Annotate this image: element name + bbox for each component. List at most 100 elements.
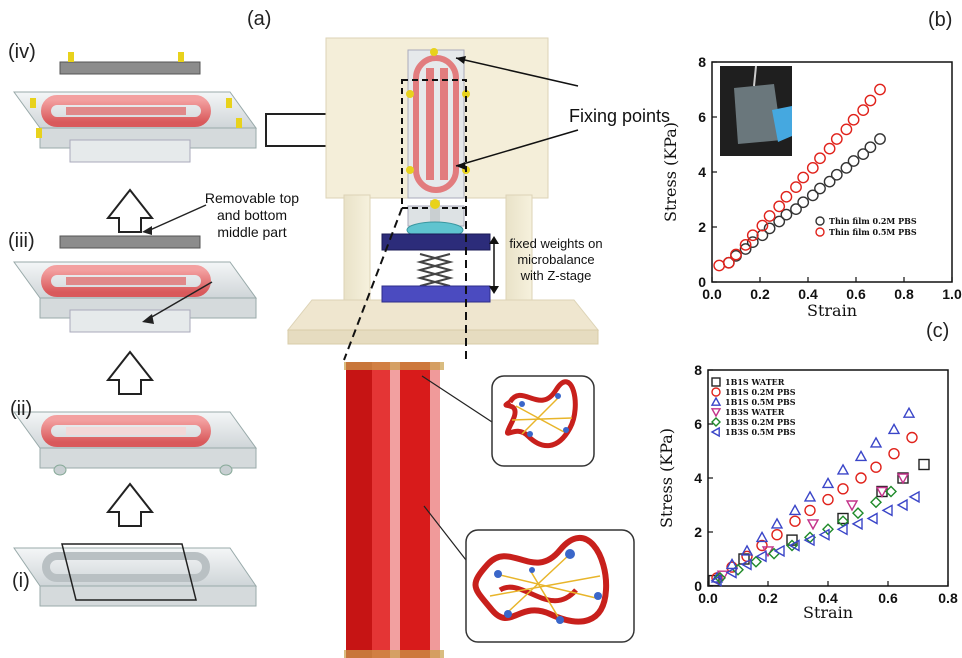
data-point [866, 512, 878, 525]
data-point [790, 181, 802, 194]
data-point [773, 215, 786, 228]
data-point [803, 533, 815, 547]
data-point [854, 449, 868, 462]
step-iv-label: (iv) [8, 41, 36, 63]
data-point [722, 256, 735, 269]
panel-b-label: (b) [928, 9, 953, 31]
y-tick-label: 0 [698, 274, 706, 290]
data-point [840, 161, 853, 174]
test-setup-illustration [265, 37, 635, 658]
up-arrow-icon [105, 482, 155, 527]
data-point [771, 528, 783, 541]
data-point [851, 517, 863, 531]
data-point [797, 196, 810, 209]
data-point [896, 473, 910, 485]
step-i-label: (i) [12, 570, 30, 592]
x-tick-label: 0.8 [938, 590, 958, 606]
data-point [857, 104, 870, 117]
data-point [847, 113, 860, 126]
chart-b-ylabel: Stress (KPa) [661, 122, 680, 222]
data-point [822, 493, 834, 506]
data-point [780, 208, 793, 221]
data-point [847, 155, 860, 167]
data-point [725, 566, 737, 579]
data-point [780, 190, 793, 203]
network-inset-small [491, 375, 595, 467]
data-point [730, 248, 742, 261]
pointer-line [149, 204, 207, 231]
step-i-device [13, 543, 257, 607]
data-point [836, 463, 850, 475]
data-point [740, 558, 752, 571]
data-point [830, 133, 843, 145]
data-point [821, 476, 835, 489]
data-point [875, 486, 889, 498]
chart-c-ylabel: Stress (KPa) [657, 428, 676, 528]
y-tick-label: 0 [694, 578, 702, 594]
y-tick-label: 8 [698, 54, 706, 70]
data-point [814, 152, 826, 165]
data-point [855, 472, 867, 484]
data-point [756, 229, 769, 242]
data-point [803, 490, 817, 502]
panel-c-label: (c) [926, 320, 950, 342]
data-point [908, 490, 920, 504]
legend-marker [815, 227, 825, 237]
data-point [896, 498, 908, 512]
data-point [708, 574, 720, 587]
up-arrow-icon [105, 188, 155, 233]
data-point [770, 517, 784, 529]
x-tick-label: 0.4 [818, 590, 838, 606]
data-point [788, 503, 802, 516]
removable-part-note: Removable top and bottom middle part [204, 190, 300, 240]
data-point [852, 507, 864, 520]
data-point [888, 447, 900, 460]
data-point [885, 485, 897, 498]
step-iii-device [13, 235, 257, 333]
data-point [739, 243, 752, 255]
legend-marker [711, 417, 721, 427]
chart-b-photo-inset [720, 65, 792, 156]
weights-note: fixed weights on microbalance with Z-sta… [509, 236, 603, 283]
data-point [836, 523, 848, 536]
data-point [837, 512, 849, 525]
x-tick-label: 0.0 [698, 590, 718, 606]
data-point [763, 222, 776, 235]
data-point [881, 504, 893, 517]
legend-label: Thin film 0.2M PBS [829, 216, 917, 226]
chart-c: 0.0 0.2 0.4 0.6 0.8 0 2 4 6 8 Strain Stress (KPa)… [657, 362, 958, 622]
data-point [763, 210, 776, 222]
legend-marker [815, 216, 825, 226]
data-point [756, 219, 769, 232]
legend-marker [710, 408, 722, 418]
data-point [739, 238, 752, 251]
x-tick-label: 1.0 [942, 286, 962, 302]
data-point [870, 496, 882, 509]
data-point [755, 530, 769, 543]
panel-a-label: (a) [247, 8, 272, 30]
data-point [750, 555, 762, 568]
data-point [887, 422, 901, 435]
data-point [814, 182, 826, 195]
legend-label: 1B1S 0.5M PBS [725, 397, 796, 407]
y-tick-label: 2 [694, 524, 702, 540]
data-point [818, 528, 830, 541]
legend-marker [710, 426, 720, 438]
y-tick-label: 4 [698, 164, 706, 180]
data-point [710, 571, 724, 583]
legend-label: 1B3S 0.2M PBS [725, 417, 796, 427]
legend-label: 1B1S WATER [725, 377, 785, 387]
data-point [755, 550, 767, 563]
data-point [870, 461, 882, 473]
y-tick-label: 4 [694, 470, 702, 486]
fabrication-steps-illustration [13, 52, 257, 607]
data-point [746, 236, 759, 249]
data-point [869, 436, 883, 448]
data-point [864, 94, 877, 107]
x-tick-label: 0.2 [750, 286, 770, 302]
data-point [857, 148, 870, 161]
chart-c-xlabel: Strain [803, 603, 853, 622]
legend-marker [711, 387, 721, 397]
pointer-line [149, 281, 213, 319]
chart-b-xlabel: Strain [807, 301, 857, 320]
